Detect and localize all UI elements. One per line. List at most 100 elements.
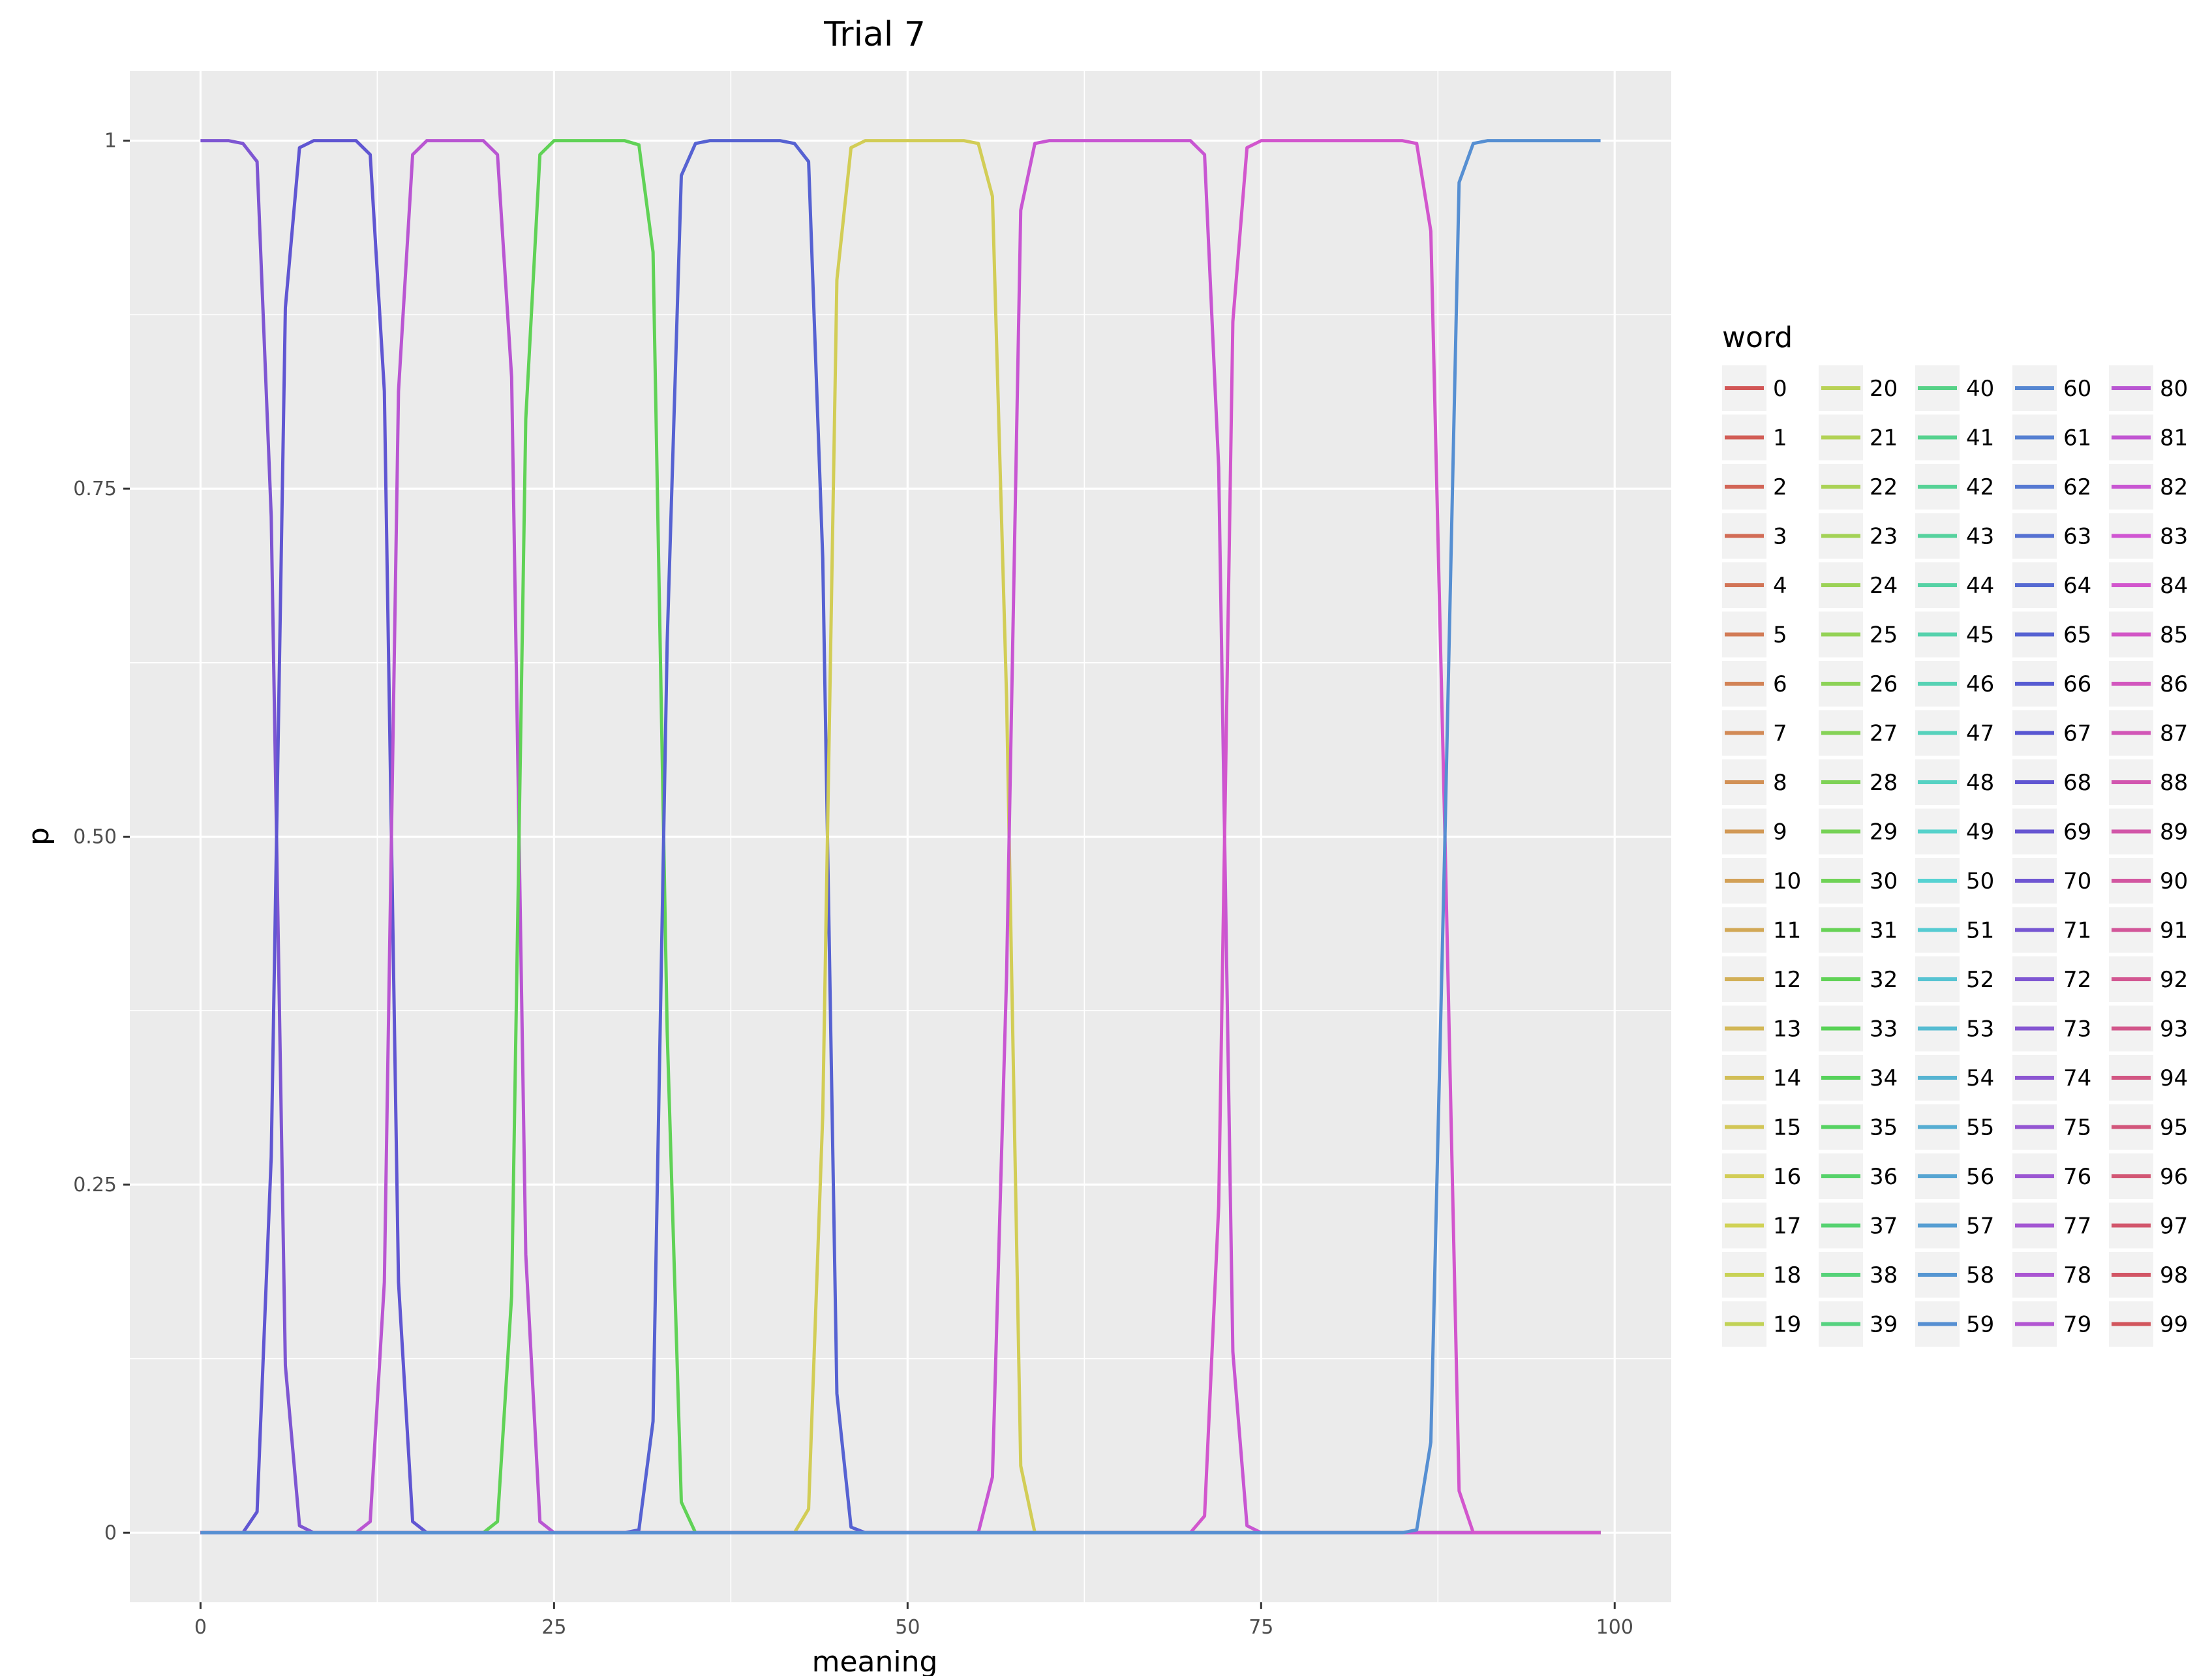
legend-label: 27 — [1870, 721, 1898, 747]
legend-label: 91 — [2160, 918, 2188, 944]
legend-label: 2 — [1773, 474, 1787, 500]
legend-item: 6 — [1722, 661, 1787, 707]
legend-item: 27 — [1819, 710, 1898, 756]
legend-item: 30 — [1819, 858, 1898, 904]
legend-item: 51 — [1915, 907, 1994, 953]
legend-item: 34 — [1819, 1055, 1898, 1101]
legend-item: 8 — [1722, 759, 1787, 805]
legend-label: 23 — [1870, 524, 1898, 550]
legend-label: 78 — [2063, 1262, 2091, 1288]
legend-label: 53 — [1966, 1016, 1994, 1043]
legend-label: 97 — [2160, 1213, 2188, 1240]
legend-label: 3 — [1773, 524, 1787, 550]
y-tick-label: 1 — [104, 130, 117, 153]
legend-label: 24 — [1870, 573, 1898, 599]
legend-item: 56 — [1915, 1153, 1994, 1199]
legend-label: 29 — [1870, 819, 1898, 846]
legend-label: 31 — [1870, 918, 1898, 944]
legend-label: 16 — [1773, 1164, 1801, 1190]
legend-label: 96 — [2160, 1164, 2188, 1190]
legend-item: 91 — [2109, 907, 2188, 953]
series-line-word-72 — [200, 139, 1601, 1534]
legend-label: 41 — [1966, 425, 1994, 451]
legend-item: 48 — [1915, 759, 1994, 805]
x-tick-label: 100 — [1596, 1616, 1633, 1639]
legend-item: 88 — [2109, 759, 2188, 805]
legend-item: 32 — [1819, 956, 1898, 1002]
legend-item: 77 — [2012, 1202, 2091, 1249]
legend-label: 54 — [1966, 1065, 1994, 1091]
x-axis-ticks: 0 25 50 75 100 — [194, 1602, 1633, 1639]
legend-item: 76 — [2012, 1153, 2091, 1199]
legend-item: 81 — [2109, 414, 2188, 461]
legend-label: 7 — [1773, 721, 1787, 747]
x-tick-label: 50 — [895, 1616, 920, 1639]
legend-item: 90 — [2109, 858, 2188, 904]
legend-item: 33 — [1819, 1005, 1898, 1052]
legend-label: 13 — [1773, 1016, 1801, 1043]
legend-label: 76 — [2063, 1164, 2091, 1190]
series-line-word-82 — [200, 139, 1601, 1534]
legend-label: 59 — [1966, 1312, 1994, 1338]
legend-item: 63 — [2012, 513, 2091, 559]
legend-label: 63 — [2063, 524, 2091, 550]
legend-label: 9 — [1773, 819, 1787, 846]
legend-item: 82 — [2109, 464, 2188, 510]
legend-label: 38 — [1870, 1262, 1898, 1288]
legend-title: word — [1722, 321, 1793, 354]
series-line-word-80 — [200, 139, 1601, 1534]
legend-label: 75 — [2063, 1115, 2091, 1141]
legend-label: 32 — [1870, 967, 1898, 993]
legend: 0123456789101112131415161718192021222324… — [1722, 365, 2188, 1347]
legend-item: 70 — [2012, 858, 2091, 904]
legend-item: 50 — [1915, 858, 1994, 904]
legend-label: 90 — [2160, 868, 2188, 894]
legend-item: 59 — [1915, 1301, 1994, 1347]
legend-item: 26 — [1819, 661, 1898, 707]
legend-item: 84 — [2109, 562, 2188, 608]
series-line-word-16 — [200, 139, 1601, 1534]
legend-item: 10 — [1722, 858, 1801, 904]
y-tick-label: 0.75 — [73, 478, 117, 500]
legend-item: 53 — [1915, 1005, 1994, 1052]
legend-item: 7 — [1722, 710, 1787, 756]
legend-item: 85 — [2109, 611, 2188, 658]
legend-label: 45 — [1966, 622, 1994, 648]
legend-item: 37 — [1819, 1202, 1898, 1249]
legend-item: 40 — [1915, 365, 1994, 411]
legend-item: 2 — [1722, 464, 1787, 510]
legend-label: 1 — [1773, 425, 1787, 451]
legend-item: 12 — [1722, 956, 1801, 1002]
legend-item: 89 — [2109, 808, 2188, 855]
legend-item: 14 — [1722, 1055, 1801, 1101]
legend-label: 12 — [1773, 967, 1801, 993]
legend-label: 44 — [1966, 573, 1994, 599]
legend-item: 64 — [2012, 562, 2091, 608]
x-tick-label: 75 — [1249, 1616, 1273, 1639]
legend-item: 79 — [2012, 1301, 2091, 1347]
legend-item: 71 — [2012, 907, 2091, 953]
legend-label: 0 — [1773, 376, 1787, 402]
legend-item: 20 — [1819, 365, 1898, 411]
legend-item: 73 — [2012, 1005, 2091, 1052]
legend-item: 3 — [1722, 513, 1787, 559]
series-line-word-68 — [200, 139, 1601, 1534]
legend-item: 57 — [1915, 1202, 1994, 1249]
legend-item: 68 — [2012, 759, 2091, 805]
legend-label: 79 — [2063, 1312, 2091, 1338]
legend-label: 10 — [1773, 868, 1801, 894]
legend-item: 44 — [1915, 562, 1994, 608]
legend-item: 87 — [2109, 710, 2188, 756]
legend-item: 80 — [2109, 365, 2188, 411]
legend-label: 92 — [2160, 967, 2188, 993]
legend-label: 35 — [1870, 1115, 1898, 1141]
legend-label: 61 — [2063, 425, 2091, 451]
series-line-word-32 — [200, 139, 1601, 1534]
legend-item: 38 — [1819, 1252, 1898, 1298]
legend-item: 23 — [1819, 513, 1898, 559]
legend-item: 60 — [2012, 365, 2091, 411]
legend-label: 18 — [1773, 1262, 1801, 1288]
legend-item: 42 — [1915, 464, 1994, 510]
legend-label: 11 — [1773, 918, 1801, 944]
legend-label: 95 — [2160, 1115, 2188, 1141]
